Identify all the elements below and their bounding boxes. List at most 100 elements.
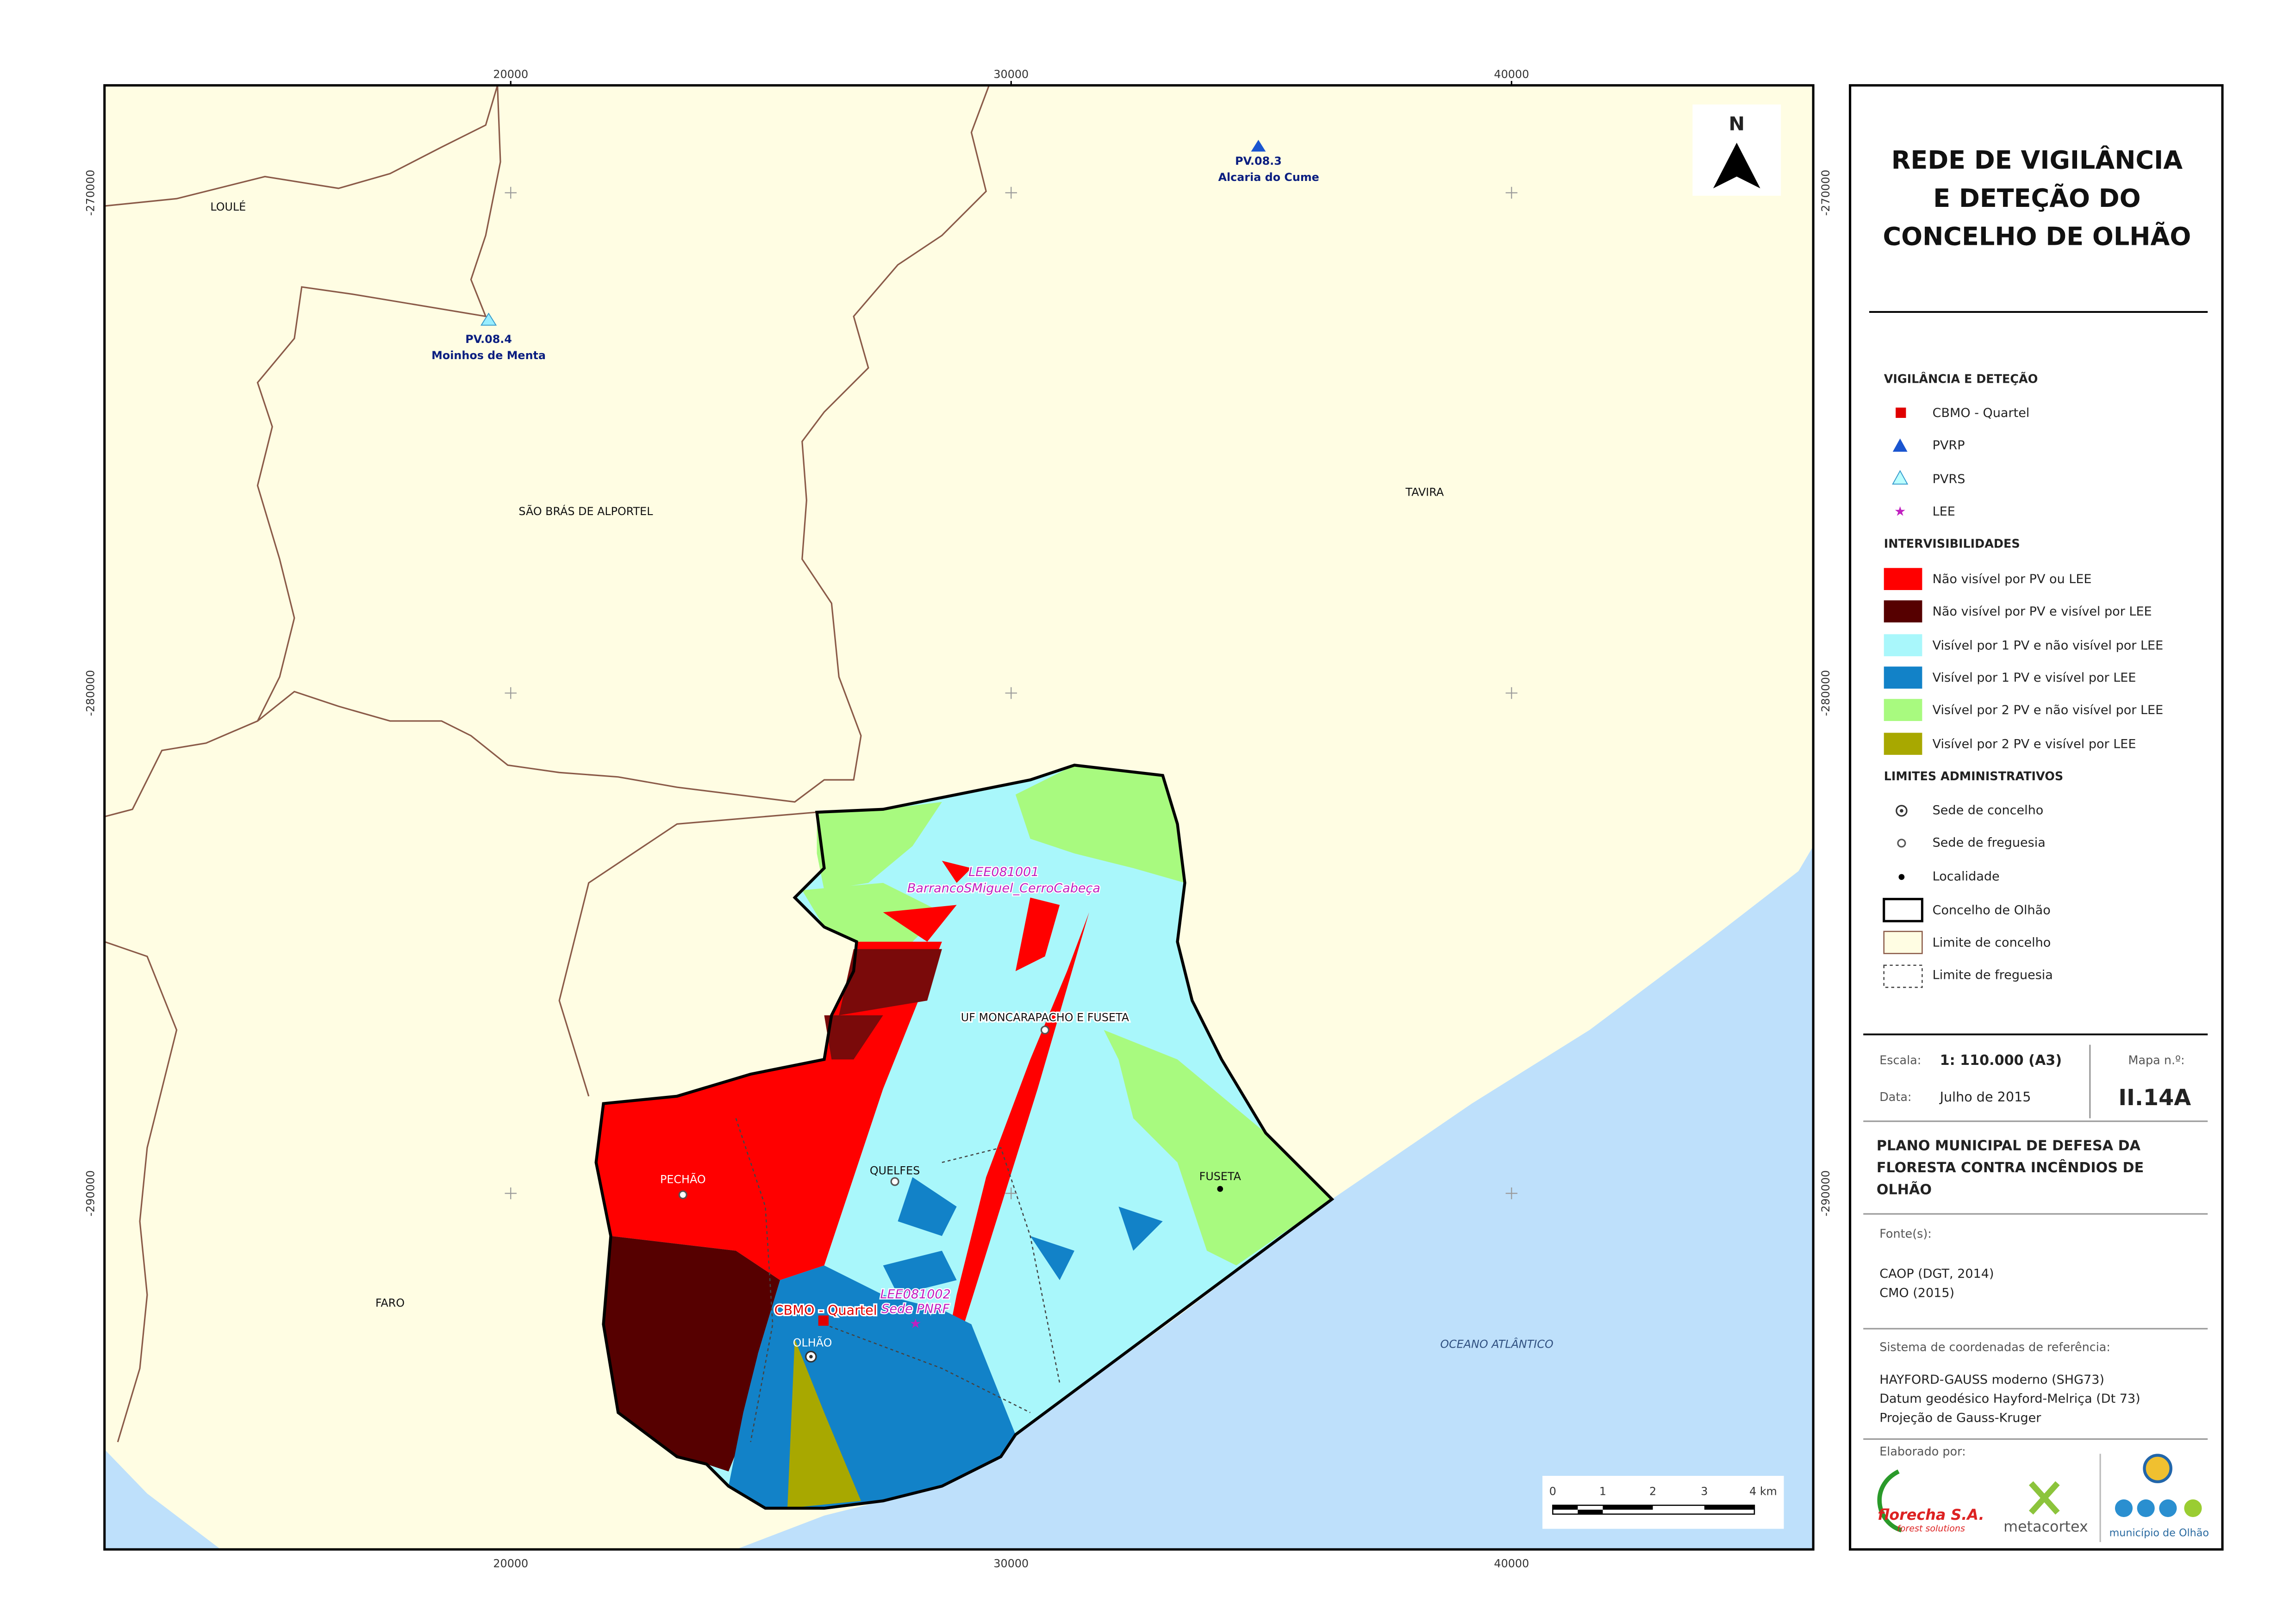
side-panel: REDE DE VIGILÂNCIA E DETEÇÃO DO CONCELHO… <box>1849 84 2224 1551</box>
legend-swatch <box>1884 600 1922 622</box>
region-lee-only <box>824 949 942 1060</box>
scale-segment <box>1704 1505 1754 1510</box>
scale-label: 3 <box>1701 1485 1708 1498</box>
legend-item: Localidade <box>1933 869 2000 883</box>
y-tick-label: -280000 <box>84 670 97 716</box>
legend-swatch <box>1883 931 1923 954</box>
scale-segment <box>1603 1505 1653 1510</box>
scale-box <box>1542 1476 1784 1529</box>
legend-item: Limite de concelho <box>1933 936 2051 950</box>
station-code: PV.08.3 <box>1235 155 1282 168</box>
x-tick-label: 30000 <box>993 1557 1029 1570</box>
scale-label: 2 <box>1649 1485 1656 1498</box>
grid-cross <box>1005 687 1017 699</box>
scale-label: 1 <box>1599 1485 1606 1498</box>
legend-heading: LIMITES ADMINISTRATIVOS <box>1884 769 2063 783</box>
legend-swatch <box>1883 898 1923 922</box>
x-tick-label: 40000 <box>1494 68 1529 81</box>
legend-symbol <box>1892 438 1908 452</box>
region-2pv <box>817 802 942 890</box>
place-label: OCEANO ATLÂNTICO <box>1440 1338 1553 1351</box>
x-tick-label: 30000 <box>993 68 1029 81</box>
y-tick-label: -290000 <box>1819 1170 1832 1217</box>
legend-swatch <box>1884 568 1922 590</box>
legend-symbol: ★ <box>1894 503 1906 519</box>
region-2pv-lee <box>787 1339 861 1508</box>
legend-swatch <box>1884 733 1922 755</box>
panel-frame <box>1849 84 2224 1551</box>
legend-item: Não visível por PV ou LEE <box>1933 572 2092 586</box>
legend-swatch <box>1883 964 1923 988</box>
ocean <box>736 846 1814 1550</box>
lee-name: Sede PNRF <box>881 1302 949 1316</box>
region-lee-only <box>603 1236 780 1472</box>
boundary <box>558 811 817 1097</box>
plan-title: PLANO MUNICIPAL DE DEFESA DA <box>1877 1138 2141 1154</box>
title: CONCELHO DE OLHÃO <box>1883 222 2191 251</box>
logo-mark <box>1877 1469 1903 1533</box>
legend-swatch <box>1884 666 1922 689</box>
x-tick-label: 40000 <box>1494 1557 1529 1570</box>
ocean <box>104 1449 221 1550</box>
date-text: Julho de 2015 <box>1939 1089 2031 1105</box>
lee-name: BarrancoSMiguel_CerroCabeça <box>907 881 1100 895</box>
logo-mark <box>2028 1481 2060 1515</box>
scale-label: 4 km <box>1749 1485 1777 1498</box>
legend-heading: VIGILÂNCIA E DETEÇÃO <box>1884 372 2038 386</box>
station-code: PV.08.4 <box>465 333 512 346</box>
place-label: FARO <box>375 1297 405 1310</box>
scale-label: 0 <box>1549 1485 1556 1498</box>
info-label: Escala: <box>1879 1053 1921 1067</box>
y-tick-label: -270000 <box>84 170 97 216</box>
logo-mark <box>2115 1499 2202 1517</box>
boundary <box>104 85 501 818</box>
title: E DETEÇÃO DO <box>1933 184 2140 213</box>
parish-seat <box>678 1190 687 1200</box>
info-label: Elaborado por: <box>1879 1444 1965 1458</box>
place-label: TAVIRA <box>1405 486 1444 499</box>
legend-swatch <box>1884 634 1922 657</box>
coordinate-grid <box>505 187 1518 1200</box>
legend-item: PVRP <box>1933 438 1965 453</box>
legend-symbol <box>1900 809 1903 813</box>
scale-bar <box>1552 1505 1755 1515</box>
x-tick-label: 20000 <box>493 1557 528 1570</box>
pvrp-symbol <box>1251 140 1266 152</box>
boundary <box>104 85 499 207</box>
y-tick-label: -280000 <box>1819 670 1832 716</box>
pvrs-symbol <box>480 312 497 326</box>
legend-symbol <box>1897 839 1906 848</box>
source: CAOP (DGT, 2014) <box>1879 1267 1994 1281</box>
place-label: LOULÉ <box>210 200 246 213</box>
logo-mark <box>2143 1454 2172 1483</box>
legend-item: PVRS <box>1933 472 1965 486</box>
logo-text: metacortex <box>2003 1518 2088 1535</box>
place-label: OLHÃO <box>793 1336 832 1349</box>
north-label: N <box>1728 112 1745 135</box>
legend-swatch <box>1884 699 1922 721</box>
lee-symbol: ★ <box>910 1316 922 1331</box>
crs: Datum geodésico Hayford-Melriça (Dt 73) <box>1879 1392 2140 1406</box>
station-name: Moinhos de Menta <box>431 349 546 362</box>
map-frame <box>103 84 1815 1551</box>
info-label: Fonte(s): <box>1879 1227 1932 1241</box>
boundary <box>104 941 178 1443</box>
region-1pv-lee <box>883 1177 1163 1295</box>
parish-boundary <box>735 1118 1061 1443</box>
scale-text: 1: 110.000 (A3) <box>1940 1052 2062 1069</box>
legend-heading: INTERVISIBILIDADES <box>1884 536 2020 550</box>
region-2pv <box>1015 765 1185 883</box>
crs: HAYFORD-GAUSS moderno (SHG73) <box>1879 1373 2104 1387</box>
grid-cross <box>1005 1187 1017 1200</box>
info-label: Sistema de coordenadas de referência: <box>1879 1340 2110 1354</box>
legend-item: Visível por 1 PV e visível por LEE <box>1933 671 2136 685</box>
scale-segment <box>1553 1505 1578 1510</box>
y-tick-label: -290000 <box>84 1170 97 1217</box>
map-number: II.14A <box>2118 1085 2191 1111</box>
plan-title: OLHÃO <box>1877 1181 1932 1198</box>
place-label: SÃO BRÁS DE ALPORTEL <box>518 505 653 518</box>
y-tick-label: -270000 <box>1819 170 1832 216</box>
legend-item: Sede de freguesia <box>1933 835 2046 850</box>
legend-item: CBMO - Quartel <box>1933 406 2030 420</box>
